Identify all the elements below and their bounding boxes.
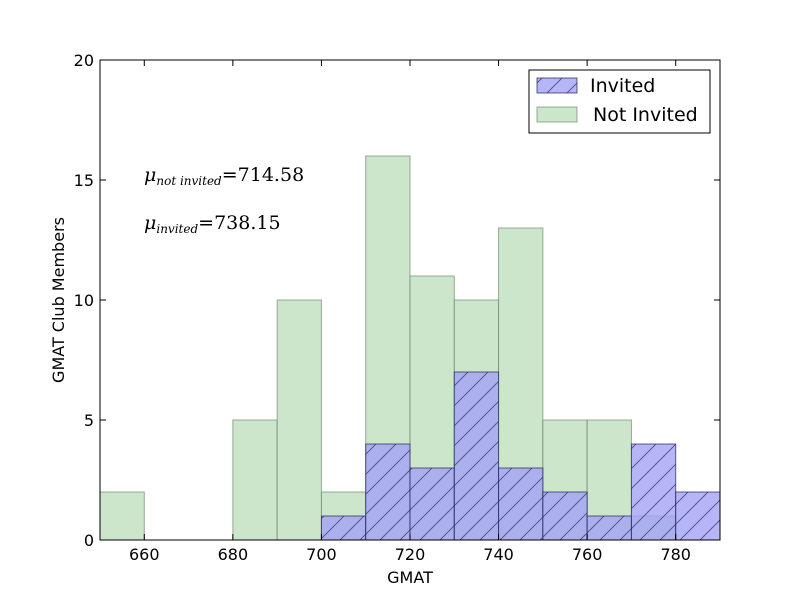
not-invited-bar [232, 419, 278, 541]
mean-annotations: μnot invited=714.58 μinvited=738.15 [144, 164, 304, 236]
y-tick-label: 10 [74, 291, 94, 310]
x-tick-label: 660 [129, 545, 160, 564]
legend-swatch-hatch-invited [537, 78, 577, 93]
legend-label-invited: Invited [590, 75, 655, 97]
invited-bar-hatch [587, 516, 632, 540]
mean-annotation: μnot invited=714.58 [144, 164, 304, 188]
x-tick-label: 740 [483, 545, 514, 564]
invited-bar-hatch [631, 444, 676, 540]
invited-bars [320, 371, 721, 541]
legend: Invited Not Invited [528, 69, 711, 134]
invited-bar-hatch [321, 516, 366, 540]
y-tick-label: 5 [84, 411, 94, 430]
x-tick-label: 780 [660, 545, 691, 564]
x-axis: 660 680 700 720 740 760 780 [129, 60, 691, 564]
x-tick-label: 760 [572, 545, 603, 564]
invited-bar-hatch [498, 468, 543, 540]
invited-bar-hatch [454, 372, 499, 540]
not-invited-bar [276, 299, 322, 541]
y-axis-label: GMAT Club Members [49, 217, 68, 383]
y-tick-label: 20 [74, 51, 94, 70]
invited-bar-hatch [542, 492, 588, 540]
mean-annotation: μinvited=738.15 [144, 212, 281, 236]
x-tick-label: 680 [218, 545, 249, 564]
invited-bar-hatch [675, 492, 720, 540]
not-invited-bar [99, 491, 145, 541]
legend-label-not-invited: Not Invited [593, 104, 698, 126]
invited-bar-hatch [365, 444, 410, 540]
legend-swatch-not-invited [536, 106, 578, 123]
y-axis: 0 5 10 15 20 [74, 51, 720, 550]
x-tick-label: 700 [306, 545, 337, 564]
y-tick-label: 15 [74, 171, 94, 190]
y-tick-label: 0 [84, 531, 94, 550]
x-tick-label: 720 [395, 545, 426, 564]
invited-bar-hatch [410, 468, 455, 540]
x-axis-label: GMAT [387, 568, 433, 587]
